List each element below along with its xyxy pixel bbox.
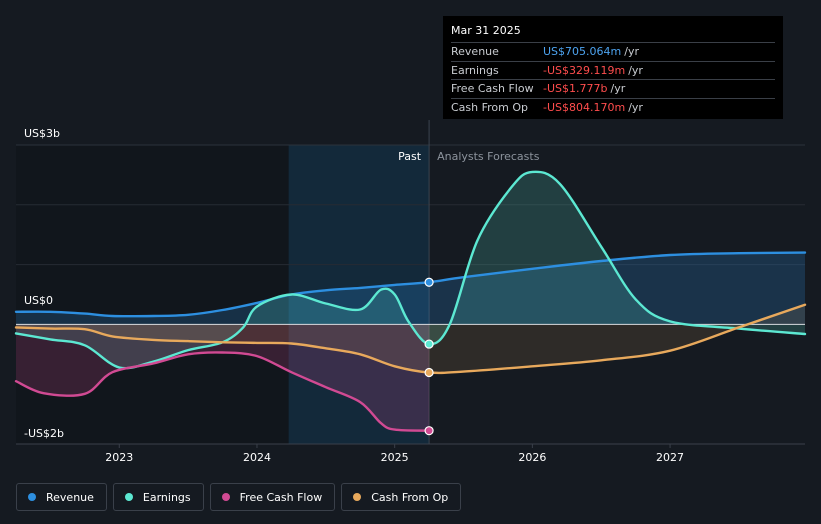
tooltip-label: Cash From Op	[451, 100, 529, 114]
legend-item-free-cash-flow[interactable]: Free Cash Flow	[209, 483, 336, 511]
series-area-revenue	[16, 252, 805, 325]
series-marker-earnings	[424, 339, 434, 349]
forecast-label: Analysts Forecasts	[437, 150, 540, 163]
series-line-cash-from-op	[14, 303, 807, 375]
tooltip-label: Earnings	[451, 63, 499, 77]
tooltip-unit: /yr	[628, 100, 643, 114]
series-marker-cash-from-op	[424, 367, 434, 378]
tooltip-unit: /yr	[628, 63, 643, 77]
y-tick-label: US$0	[24, 294, 53, 307]
legend-item-cash-from-op[interactable]: Cash From Op	[341, 483, 462, 511]
legend-item-revenue[interactable]: Revenue	[16, 483, 107, 511]
y-tick-label: US$3b	[24, 127, 60, 140]
legend-label: Free Cash Flow	[239, 490, 323, 504]
series-marker-free-cash-flow	[424, 426, 434, 436]
tooltip-value: -US$804.170m	[543, 100, 626, 114]
tooltip-value: US$705.064m	[543, 45, 622, 58]
past-label: Past	[398, 150, 422, 163]
legend-dot-icon	[353, 493, 362, 501]
legend-dot-icon	[28, 493, 36, 501]
tooltip-value: -US$329.119m	[543, 63, 626, 77]
tooltip-unit: /yr	[624, 45, 639, 58]
tooltip-row-free-cash-flow: Free Cash Flow -US$1.777b /yr	[451, 79, 775, 98]
legend-label: Earnings	[142, 490, 191, 504]
tooltip-row-cash-from-op: Cash From Op -US$804.170m /yr	[451, 97, 775, 117]
series-marker-revenue	[424, 277, 434, 287]
tooltip-label: Revenue	[451, 45, 499, 58]
y-tick-label: -US$2b	[24, 427, 64, 440]
x-tick-label: 2024	[243, 451, 271, 464]
series-area-free-cash-flow	[16, 324, 430, 431]
tooltip-unit: /yr	[610, 82, 626, 95]
x-tick-label: 2027	[656, 451, 684, 464]
series-line-free-cash-flow	[14, 351, 431, 432]
tooltip-label: Free Cash Flow	[451, 82, 534, 95]
series-area-cash-from-op	[16, 304, 805, 373]
series-area-earnings	[16, 171, 805, 369]
legend-dot-icon	[221, 493, 230, 501]
tooltip-row-earnings: Earnings -US$329.119m /yr	[451, 60, 775, 80]
x-tick-label: 2025	[381, 451, 409, 464]
tooltip-row-revenue: Revenue US$705.064m /yr	[451, 42, 775, 61]
x-tick-label: 2023	[105, 451, 133, 464]
past-highlight-band	[288, 145, 430, 444]
tooltip: Mar 31 2025 Revenue US$705.064m /yr Earn…	[443, 16, 783, 119]
legend-item-earnings[interactable]: Earnings	[112, 483, 204, 511]
tooltip-date: Mar 31 2025	[451, 24, 521, 37]
legend-dot-icon	[124, 493, 133, 501]
series-line-earnings	[14, 170, 807, 370]
legend: Revenue Earnings Free Cash Flow Cash Fro…	[16, 483, 462, 511]
tooltip-value: -US$1.777b	[543, 82, 608, 95]
x-tick-label: 2026	[518, 451, 546, 464]
legend-label: Cash From Op	[371, 490, 449, 504]
legend-label: Revenue	[46, 490, 94, 504]
